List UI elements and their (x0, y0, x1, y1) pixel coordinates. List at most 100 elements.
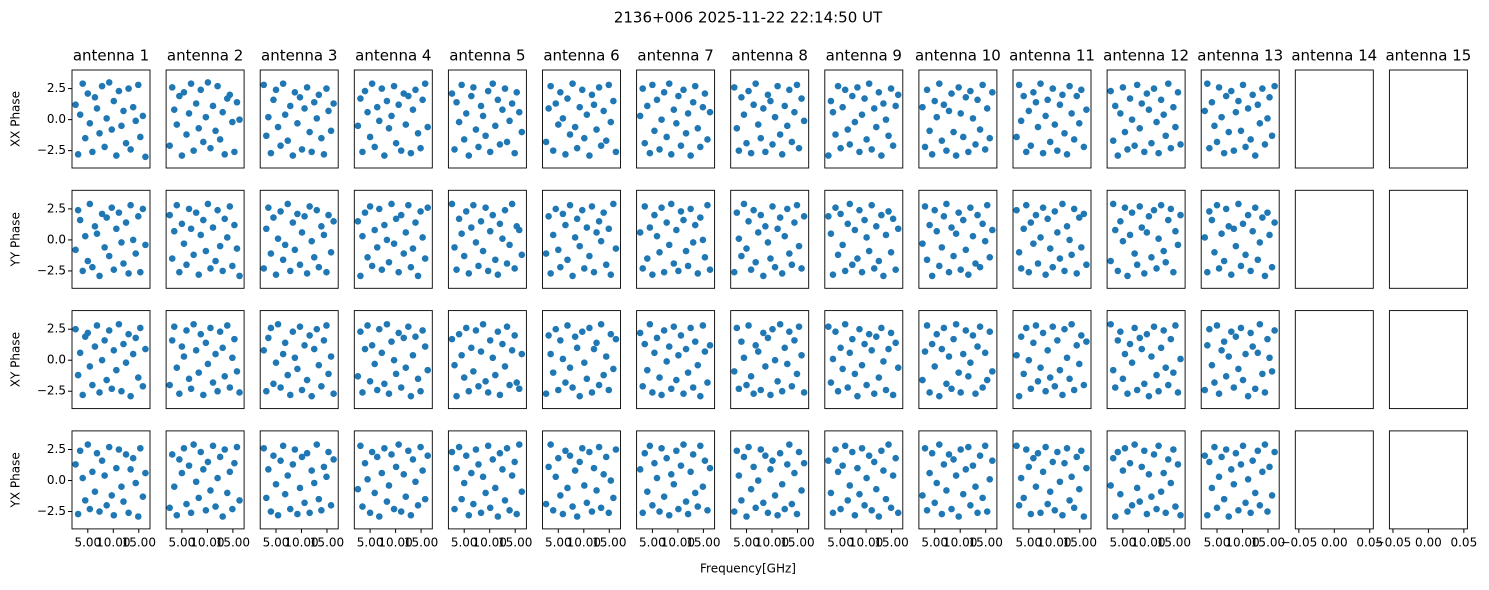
point (448, 200, 456, 208)
point (132, 334, 140, 342)
point (872, 485, 880, 493)
point (1230, 147, 1238, 154)
point (327, 249, 335, 256)
point (938, 345, 946, 353)
point (397, 384, 405, 391)
point (1148, 253, 1155, 261)
point (704, 201, 711, 209)
point (1215, 473, 1223, 481)
point (673, 226, 680, 234)
point (81, 134, 89, 142)
point (923, 86, 931, 94)
point (1254, 256, 1262, 264)
point (555, 121, 562, 128)
point (945, 353, 953, 360)
point (923, 256, 931, 264)
point (294, 120, 301, 127)
point (858, 111, 866, 118)
point (202, 506, 210, 514)
point (1232, 242, 1240, 250)
point (361, 459, 369, 467)
point (390, 505, 398, 513)
point (935, 392, 943, 400)
point (465, 270, 473, 277)
y-tick-label: −2.5 (37, 504, 66, 518)
point (740, 200, 748, 208)
point (976, 126, 984, 133)
point (381, 380, 388, 388)
point (477, 218, 485, 225)
x-tick-label: 0.00 (1321, 535, 1348, 549)
point (610, 97, 617, 105)
point (593, 229, 600, 236)
point (684, 262, 692, 270)
point (405, 447, 412, 455)
point (1256, 120, 1264, 127)
point (1063, 354, 1071, 362)
point (137, 444, 144, 452)
point (383, 236, 391, 244)
point (588, 389, 596, 396)
point (195, 494, 203, 502)
point (1044, 500, 1051, 508)
point (863, 136, 870, 143)
point (858, 444, 866, 452)
point (979, 494, 986, 502)
point (663, 454, 670, 462)
point (673, 447, 680, 455)
point (402, 493, 410, 500)
point (494, 271, 502, 278)
point (419, 234, 426, 241)
point (846, 141, 854, 148)
point (325, 448, 332, 456)
point (1114, 152, 1122, 159)
point (760, 272, 767, 280)
point (405, 201, 412, 209)
point (1075, 360, 1083, 368)
point (798, 95, 805, 102)
point (74, 510, 82, 518)
point (89, 468, 96, 476)
point (489, 456, 497, 463)
point (945, 451, 953, 458)
point (323, 473, 330, 481)
point (646, 320, 654, 328)
point (303, 270, 311, 277)
point (699, 322, 707, 329)
point (701, 253, 709, 261)
point (986, 134, 994, 142)
point (1022, 201, 1030, 209)
point (972, 483, 979, 491)
point (989, 89, 996, 96)
point (1227, 328, 1235, 335)
point (1070, 386, 1078, 394)
point (1138, 224, 1146, 231)
point (1141, 380, 1148, 388)
point (800, 389, 808, 396)
point (388, 112, 395, 120)
point (743, 381, 750, 389)
point (308, 392, 315, 400)
point (1244, 105, 1252, 112)
point (887, 504, 895, 512)
point (1070, 205, 1078, 213)
point (684, 110, 692, 117)
panel-frame (730, 69, 810, 169)
point (274, 320, 282, 328)
point (1107, 482, 1114, 489)
x-tick-label: 10.00 (1131, 535, 1165, 549)
point (880, 358, 887, 365)
point (1034, 449, 1042, 457)
point (841, 442, 849, 450)
point (1075, 485, 1083, 493)
point (270, 452, 277, 460)
point (757, 446, 765, 453)
point (882, 116, 890, 123)
point (1208, 484, 1216, 492)
point (641, 203, 649, 210)
point (392, 139, 400, 147)
point (479, 320, 487, 328)
point (687, 468, 694, 476)
point (769, 203, 776, 210)
point (375, 513, 383, 520)
